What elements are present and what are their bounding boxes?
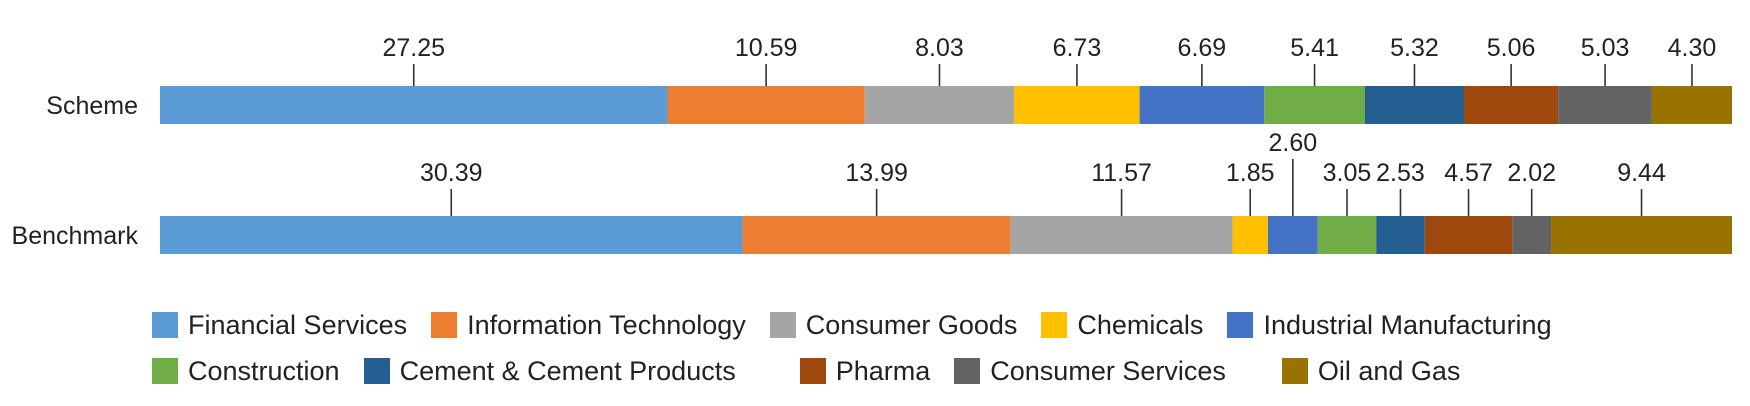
legend-label: Oil and Gas	[1317, 355, 1461, 386]
legend-swatch	[799, 358, 826, 384]
data-label-scheme-information-technology: 10.59	[735, 34, 798, 62]
data-label-benchmark-consumer-goods: 11.57	[1091, 159, 1152, 187]
legend-item-consumer-services: Consumer Services	[954, 356, 1226, 387]
legend-label: Construction	[188, 355, 340, 386]
legend-label: Industrial Manufacturing	[1263, 309, 1552, 340]
legend-swatch	[363, 358, 390, 384]
bar-benchmark-pharma	[1424, 216, 1513, 254]
legend-swatch	[954, 358, 981, 384]
data-label-benchmark-pharma: 4.57	[1444, 159, 1493, 187]
legend-label: Information Technology	[467, 309, 746, 340]
legend-label: Consumer Services	[990, 355, 1226, 386]
data-label-benchmark-cement-and-cement-products: 2.53	[1376, 159, 1425, 187]
bar-scheme-consumer-goods	[864, 86, 1015, 124]
legend-label: Chemicals	[1077, 309, 1204, 340]
category-label-benchmark: Benchmark	[12, 222, 139, 250]
legend-swatch	[1281, 358, 1308, 384]
data-label-scheme-financial-services: 27.25	[382, 34, 445, 62]
bar-scheme-pharma	[1464, 86, 1559, 124]
bar-benchmark-cement-and-cement-products	[1376, 216, 1425, 254]
legend-swatch	[152, 312, 178, 338]
data-label-benchmark-financial-services: 30.39	[420, 159, 483, 187]
data-label-scheme-consumer-services: 5.03	[1581, 34, 1630, 62]
data-label-benchmark-chemicals: 1.85	[1226, 159, 1275, 187]
bar-benchmark-chemicals	[1232, 216, 1268, 254]
data-label-scheme-cement-and-cement-products: 5.32	[1390, 34, 1439, 62]
bar-scheme-consumer-services	[1558, 86, 1652, 124]
data-label-scheme-chemicals: 6.73	[1053, 34, 1102, 62]
data-label-scheme-industrial-manufacturing: 6.69	[1178, 34, 1227, 62]
bar-scheme-cement-and-cement-products	[1364, 86, 1465, 124]
data-label-benchmark-consumer-services: 2.02	[1507, 159, 1556, 187]
bar-benchmark-information-technology	[742, 216, 1011, 254]
bar-scheme-chemicals	[1014, 86, 1140, 124]
legend-label: Financial Services	[188, 309, 408, 340]
data-label-benchmark-industrial-manufacturing: 2.60	[1269, 129, 1318, 157]
legend-item-industrial-manufacturing: Industrial Manufacturing	[1227, 309, 1552, 341]
bar-scheme-oil-and-gas	[1651, 86, 1732, 124]
bar-scheme-construction	[1264, 86, 1365, 124]
data-label-scheme-consumer-goods: 8.03	[915, 34, 964, 62]
data-label-scheme-oil-and-gas: 4.30	[1668, 34, 1717, 62]
legend-item-consumer-goods: Consumer Goods	[769, 309, 1018, 341]
legend-row-1: Financial Services Information Technology…	[152, 309, 1552, 341]
legend-swatch	[1227, 312, 1254, 338]
legend-label: Pharma	[835, 355, 931, 386]
bar-benchmark-oil-and-gas	[1551, 216, 1732, 254]
legend-swatch	[152, 358, 178, 384]
legend-item-financial-services: Financial Services	[152, 310, 407, 341]
legend-item-pharma: Pharma	[799, 355, 931, 387]
bar-benchmark-financial-services	[160, 216, 743, 254]
legend-item-cement-and-cement-products: Cement & Cement Products	[363, 355, 736, 387]
data-label-benchmark-oil-and-gas: 9.44	[1617, 159, 1666, 187]
bar-scheme-information-technology	[667, 86, 865, 124]
bar-scheme-financial-services	[160, 86, 668, 124]
category-label-scheme: Scheme	[46, 92, 138, 120]
legend-label: Consumer Goods	[805, 309, 1018, 340]
bar-scheme-industrial-manufacturing	[1139, 86, 1265, 124]
legend-item-information-technology: Information Technology	[431, 310, 746, 341]
bar-benchmark-industrial-manufacturing	[1267, 216, 1318, 254]
legend-item-chemicals: Chemicals	[1041, 310, 1203, 341]
bar-benchmark-consumer-services	[1512, 216, 1552, 254]
data-label-benchmark-construction: 3.05	[1323, 159, 1372, 187]
legend-row-2: Construction Cement & Cement Products Phar…	[152, 355, 1460, 387]
legend-swatch	[431, 312, 458, 338]
legend-swatch	[769, 312, 796, 338]
legend-item-construction: Construction	[152, 356, 340, 387]
data-label-scheme-construction: 5.41	[1290, 34, 1339, 62]
bar-benchmark-consumer-goods	[1010, 216, 1233, 254]
bar-benchmark-construction	[1317, 216, 1377, 254]
legend-swatch	[1041, 312, 1068, 338]
legend-label: Cement & Cement Products	[399, 355, 736, 386]
data-label-scheme-pharma: 5.06	[1487, 34, 1536, 62]
legend-item-oil-and-gas: Oil and Gas	[1281, 355, 1461, 387]
data-label-benchmark-information-technology: 13.99	[845, 159, 908, 187]
